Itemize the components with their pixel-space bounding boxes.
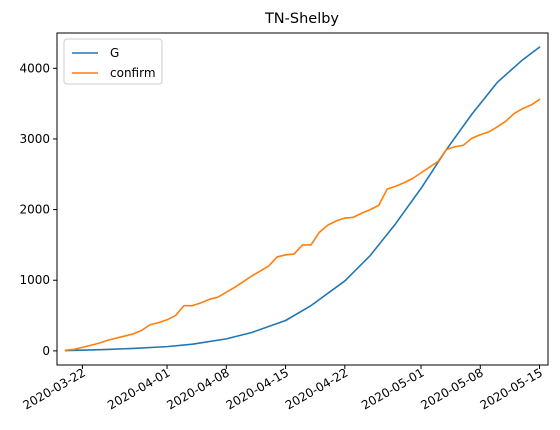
plot-area [64,46,541,352]
series-line-G [64,46,541,352]
series-line-confirm [64,98,541,351]
y-tick-label: 3000 [19,132,50,146]
y-tick-label: 4000 [19,61,50,75]
axes-frame [56,32,549,366]
y-tick-label: 1000 [19,273,50,287]
legend-label-G: G [110,46,119,60]
y-tick-label: 0 [42,344,50,358]
y-tick-label: 2000 [19,203,50,217]
chart-title: TN-Shelby [264,11,339,27]
legend-label-confirm: confirm [110,66,156,80]
